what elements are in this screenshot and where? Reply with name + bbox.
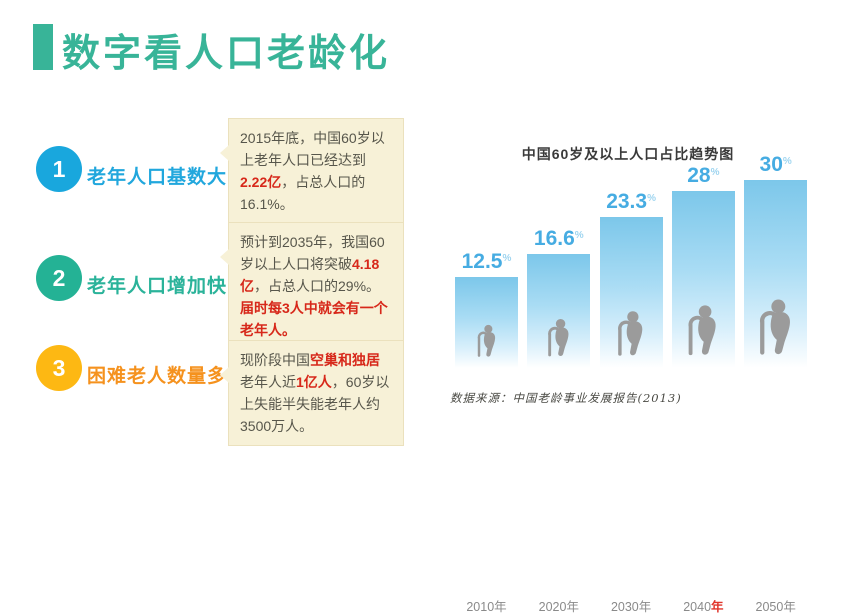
chart-title: 中国60岁及以上人口占比趋势图 <box>521 146 735 162</box>
page-title: 数字看人口老龄化 <box>62 33 391 75</box>
elderly-person-icon <box>477 324 495 357</box>
highlight-year-suffix: 年 <box>711 600 724 614</box>
chart-source: 数据来源：中国老龄事业发展报告(2013) <box>450 391 682 405</box>
note-segment: 2015年底，中国60岁以上老年人口已经达到 <box>240 130 385 168</box>
bar-value-number: 23.3 <box>606 190 648 213</box>
step-number-1: 1 <box>52 155 66 182</box>
note-segment: 现阶段中国 <box>240 352 310 368</box>
note-segment: ，占总人口的29%。 <box>254 278 381 294</box>
bar-value-label: 12.5% <box>455 250 518 274</box>
note-segment: 届时每3人中就会有一个老年人。 <box>240 300 388 338</box>
elderly-person-icon <box>618 311 643 356</box>
note-segment: 1亿人 <box>296 374 332 390</box>
note-box-3: 现阶段中国空巢和独居老年人近1亿人，60岁以上失能半失能老年人约3500万人。 <box>220 340 404 446</box>
note-segment: 2.22亿 <box>240 174 282 190</box>
speech-tail <box>220 367 229 383</box>
step-label-2: 老年人口增加快 <box>87 276 228 297</box>
bar <box>527 254 591 368</box>
percent-sign: % <box>574 230 584 241</box>
bar-value-number: 16.6 <box>533 227 575 250</box>
elderly-person-icon <box>688 305 717 356</box>
bar-value-number: 30 <box>759 153 783 176</box>
step-number-2: 2 <box>52 264 66 291</box>
bar-value-number: 12.5 <box>461 250 503 273</box>
speech-tail <box>220 145 229 161</box>
bar-value-label: 16.6% <box>527 227 590 251</box>
note-box-1: 2015年底，中国60岁以上老年人口已经达到 2.22亿，占总人口的16.1%。 <box>220 118 404 224</box>
percent-sign: % <box>710 167 720 178</box>
note-segment: 预计到2035年，我国60岁以上人口将突破 <box>240 234 385 272</box>
bubble-tail <box>67 286 83 302</box>
bar-value-label: 28% <box>672 164 735 188</box>
step-bubble-3: 3 <box>36 345 83 392</box>
bubble-tail <box>67 177 83 193</box>
bubble-tail <box>67 376 83 392</box>
elderly-person-icon <box>547 319 569 357</box>
note-box-2: 预计到2035年，我国60岁以上人口将突破4.18亿，占总人口的29%。届时每3… <box>220 222 404 350</box>
bar-year-label: 2030年 <box>610 600 652 614</box>
note-segment: 老年人近 <box>240 374 296 390</box>
speech-tail <box>220 249 229 265</box>
step-bubble-2: 2 <box>36 255 83 302</box>
percent-sign: % <box>782 156 792 167</box>
percent-sign: % <box>647 193 656 204</box>
percent-sign: % <box>502 253 512 264</box>
elderly-person-icon <box>759 299 790 355</box>
step-label-1: 老年人口基数大 <box>87 167 228 188</box>
bar-year-label: 2050年 <box>755 600 796 614</box>
bar-year-label: 2010年 <box>466 600 507 614</box>
population-trend-chart: 中国60岁及以上人口占比趋势图 12.5% 2010年 16.6% 2020年 <box>438 140 833 614</box>
bar-value-label: 23.3% <box>600 190 663 214</box>
note-segment: ，占总人口的16.1%。 <box>240 174 366 212</box>
bar-year-label: 2040年 <box>683 600 724 614</box>
bar-year-label: 2020年 <box>538 600 579 614</box>
bar-value-label: 30% <box>744 153 807 177</box>
title-accent-bar <box>33 24 53 70</box>
bar-value-number: 28 <box>687 164 711 187</box>
chart-bars: 12.5% 2010年 16.6% 2020年 23.3% <box>438 140 833 614</box>
note-segment: 空巢和独居 <box>310 352 380 368</box>
step-label-3: 困难老人数量多 <box>87 366 228 387</box>
note-segment: 4.18亿 <box>240 256 380 294</box>
step-bubble-1: 1 <box>36 146 83 193</box>
step-number-3: 3 <box>52 354 66 381</box>
